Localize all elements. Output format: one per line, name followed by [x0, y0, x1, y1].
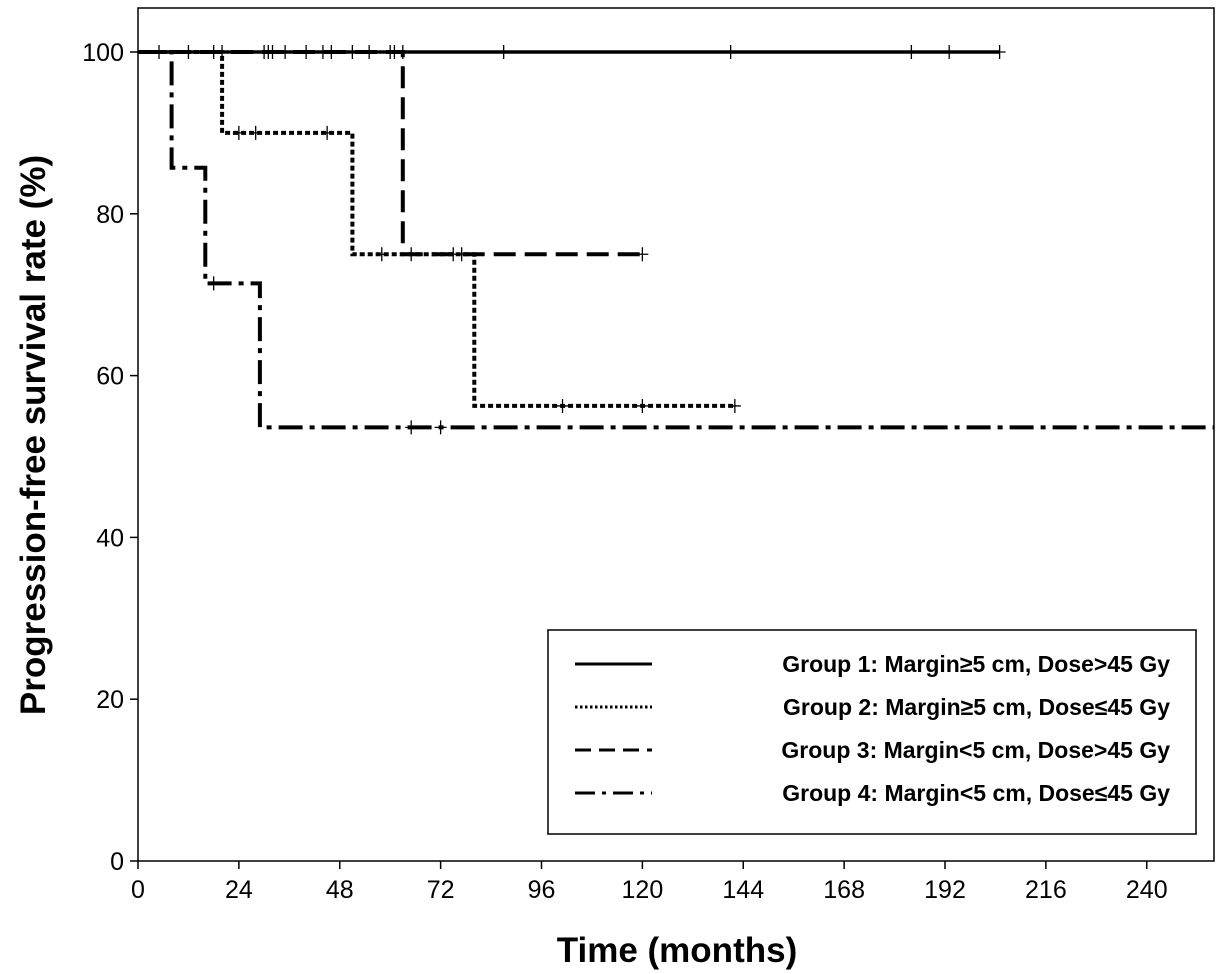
- x-tick-label: 144: [722, 876, 764, 904]
- x-tick-label: 96: [528, 876, 556, 904]
- legend: Group 1: Margin≥5 cm, Dose>45 Gy Group 2:…: [547, 629, 1197, 835]
- censor-mark-group-1: [724, 45, 737, 59]
- censor-mark-group-1: [363, 45, 376, 59]
- y-tick-label: 100: [82, 39, 124, 67]
- censor-mark-group-1: [943, 45, 956, 59]
- censor-mark-group-1: [497, 45, 510, 59]
- censor-mark-group-2: [375, 247, 388, 262]
- x-tick-label: 240: [1126, 876, 1168, 904]
- censor-mark-group-2: [636, 398, 649, 413]
- legend-box: [547, 629, 1197, 835]
- series-line-group-2: [138, 50, 735, 408]
- series-group: [138, 50, 1214, 430]
- legend-label-group-4: Group 4: Margin<5 cm, Dose≤45 Gy: [782, 780, 1170, 806]
- y-tick-label: 60: [96, 363, 124, 391]
- series-line-group-3: [138, 50, 647, 257]
- censor-mark-group-2: [556, 398, 569, 413]
- x-axis-title: Time (months): [557, 931, 797, 970]
- x-tick-label: 24: [225, 876, 253, 904]
- x-tick-label: 72: [427, 876, 455, 904]
- censor-mark-group-2: [321, 125, 334, 140]
- x-tick-label: 0: [131, 876, 145, 904]
- x-tick-label: 192: [924, 876, 966, 904]
- x-tick-label: 216: [1025, 876, 1067, 904]
- legend-label-group-2: Group 2: Margin≥5 cm, Dose≤45 Gy: [783, 694, 1170, 720]
- x-tick-label: 168: [823, 876, 865, 904]
- plot-frame: [137, 7, 1215, 862]
- y-axis-title: Progression-free survival rate (%): [14, 155, 53, 715]
- censor-mark-group-1: [266, 45, 279, 59]
- censor-mark-group-1: [993, 45, 1006, 59]
- legend-label-group-3: Group 3: Margin<5 cm, Dose>45 Gy: [781, 737, 1170, 763]
- censor-mark-group-2: [728, 398, 741, 413]
- censor-mark-group-3: [455, 247, 468, 262]
- censor-mark-group-1: [396, 45, 409, 59]
- x-tick-label: 48: [326, 876, 354, 904]
- censor-mark-group-3: [636, 247, 649, 262]
- censor-mark-group-1: [905, 45, 918, 59]
- censor-mark-group-1: [300, 45, 313, 59]
- censor-mark-group-2: [249, 125, 262, 140]
- y-tick-label: 0: [110, 848, 124, 876]
- ticks-group: 0 24 48 72 96 120 144 168 192 216 240 0 20 40 60 80 100: [82, 39, 1167, 904]
- censor-mark-group-2: [232, 125, 245, 140]
- censor-mark-group-4: [405, 420, 418, 435]
- censor-mark-group-4: [207, 276, 220, 291]
- legend-label-group-1: Group 1: Margin≥5 cm, Dose>45 Gy: [782, 651, 1170, 677]
- series-line-group-4: [138, 50, 1214, 430]
- y-tick-label: 20: [96, 686, 124, 714]
- plot-frame-group: [137, 7, 1215, 862]
- censor-mark-group-1: [153, 45, 166, 59]
- y-tick-label: 80: [96, 201, 124, 229]
- censor-mark-group-1: [279, 45, 292, 59]
- censor-marks-group: [153, 45, 1006, 435]
- censor-mark-group-1: [325, 45, 338, 59]
- censor-mark-group-1: [216, 45, 229, 59]
- y-tick-label: 40: [96, 524, 124, 552]
- censor-mark-group-1: [346, 45, 359, 59]
- censor-mark-group-4: [434, 420, 447, 435]
- x-tick-label: 120: [622, 876, 664, 904]
- censor-mark-group-3: [405, 247, 418, 262]
- censor-mark-group-1: [182, 45, 195, 59]
